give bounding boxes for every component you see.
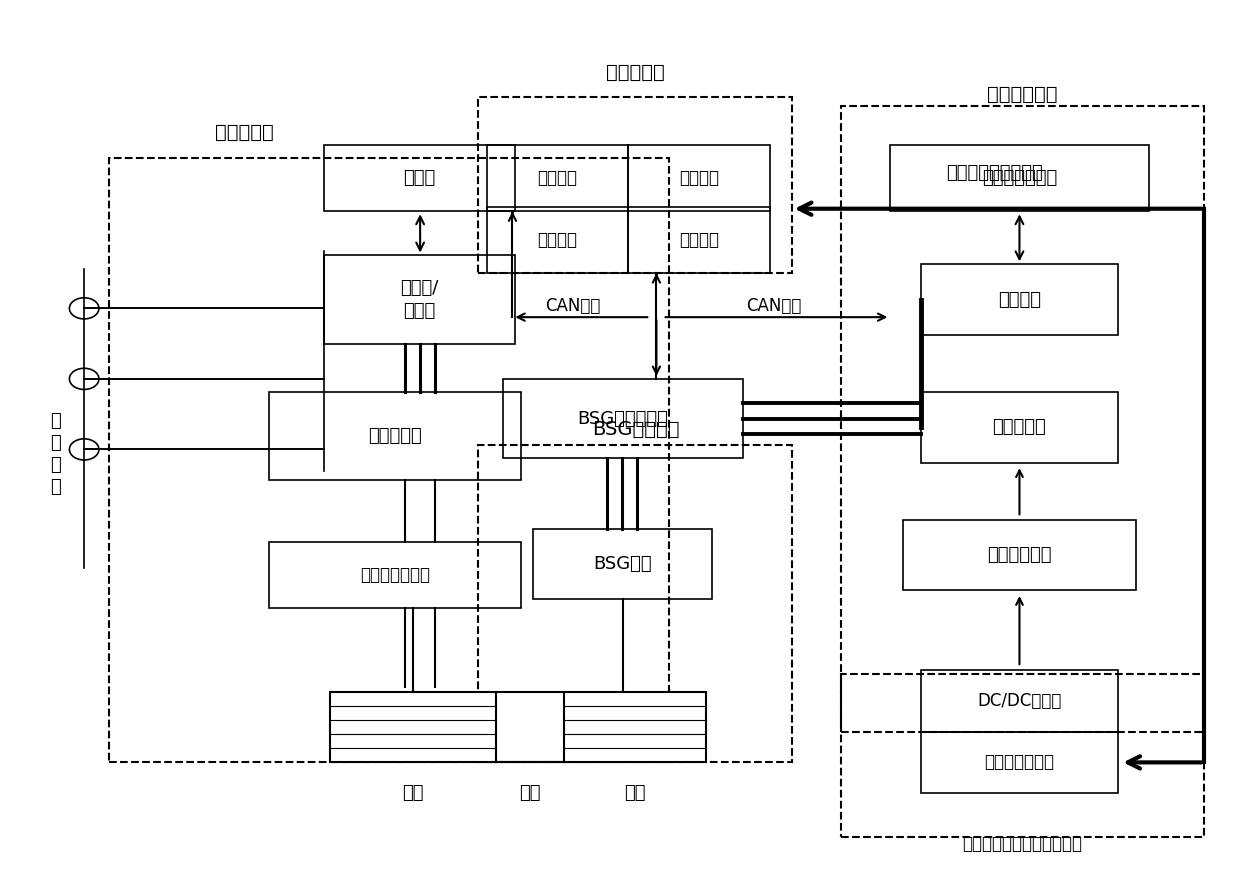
Bar [841, 106, 1204, 732]
Bar [921, 732, 1118, 793]
Text: 附属电气系统负载模拟模块: 附属电气系统负载模拟模块 [961, 835, 1082, 853]
Bar [628, 207, 769, 273]
Bar [564, 692, 706, 763]
Text: 数据采集与控制输出: 数据采集与控制输出 [947, 165, 1043, 182]
Text: 电动空调压缩机: 电动空调压缩机 [985, 754, 1054, 772]
Text: 测控仪: 测控仪 [404, 169, 436, 187]
Text: 程控电源控制器: 程控电源控制器 [981, 169, 1057, 187]
Bar [902, 520, 1136, 590]
Bar [533, 529, 711, 599]
Bar [841, 675, 1204, 837]
Bar [478, 97, 792, 273]
Text: BSG电机模块: BSG电机模块 [592, 419, 679, 439]
Bar [921, 264, 1118, 335]
Bar [628, 145, 769, 211]
Bar [269, 542, 522, 608]
Text: CAN通讯: CAN通讯 [746, 296, 802, 315]
Text: 转速转矩传感器: 转速转矩传感器 [359, 566, 430, 584]
Bar [269, 392, 522, 481]
Text: 皮带: 皮带 [519, 784, 541, 802]
Bar [487, 207, 628, 273]
Text: 控制输出: 控制输出 [679, 169, 719, 187]
Text: DC/DC变换器: DC/DC变换器 [978, 692, 1062, 709]
Text: 带轮: 带轮 [624, 784, 646, 802]
Text: 显示输出: 显示输出 [679, 231, 719, 249]
Text: 数据处理: 数据处理 [538, 169, 577, 187]
Bar [109, 158, 669, 763]
Bar [921, 670, 1118, 732]
Bar [891, 145, 1149, 211]
Bar [325, 255, 515, 344]
Text: 交
流
电
网: 交 流 电 网 [51, 411, 61, 496]
Bar [325, 145, 515, 211]
Text: BSG电机: BSG电机 [593, 555, 652, 573]
Text: 上位机模块: 上位机模块 [606, 63, 665, 83]
Text: 电池管理系统: 电池管理系统 [987, 546, 1052, 564]
Bar [331, 692, 497, 763]
Text: 测功机模块: 测功机模块 [214, 123, 274, 142]
Text: BSG电机控制器: BSG电机控制器 [577, 409, 668, 427]
Bar [478, 445, 792, 763]
Bar [487, 145, 628, 211]
Text: 带轮: 带轮 [403, 784, 424, 802]
Text: 数据采集: 数据采集 [538, 231, 577, 249]
Text: 动力电源模块: 动力电源模块 [986, 85, 1057, 103]
Bar [921, 392, 1118, 463]
Text: 动力蓄电池: 动力蓄电池 [992, 418, 1047, 436]
Text: 程控电源: 程控电源 [997, 290, 1041, 309]
Text: 变频器/
逆变器: 变频器/ 逆变器 [400, 279, 439, 320]
Text: 电力测功机: 电力测功机 [368, 427, 421, 445]
Text: CAN通讯: CAN通讯 [545, 296, 601, 315]
Bar [503, 379, 742, 458]
